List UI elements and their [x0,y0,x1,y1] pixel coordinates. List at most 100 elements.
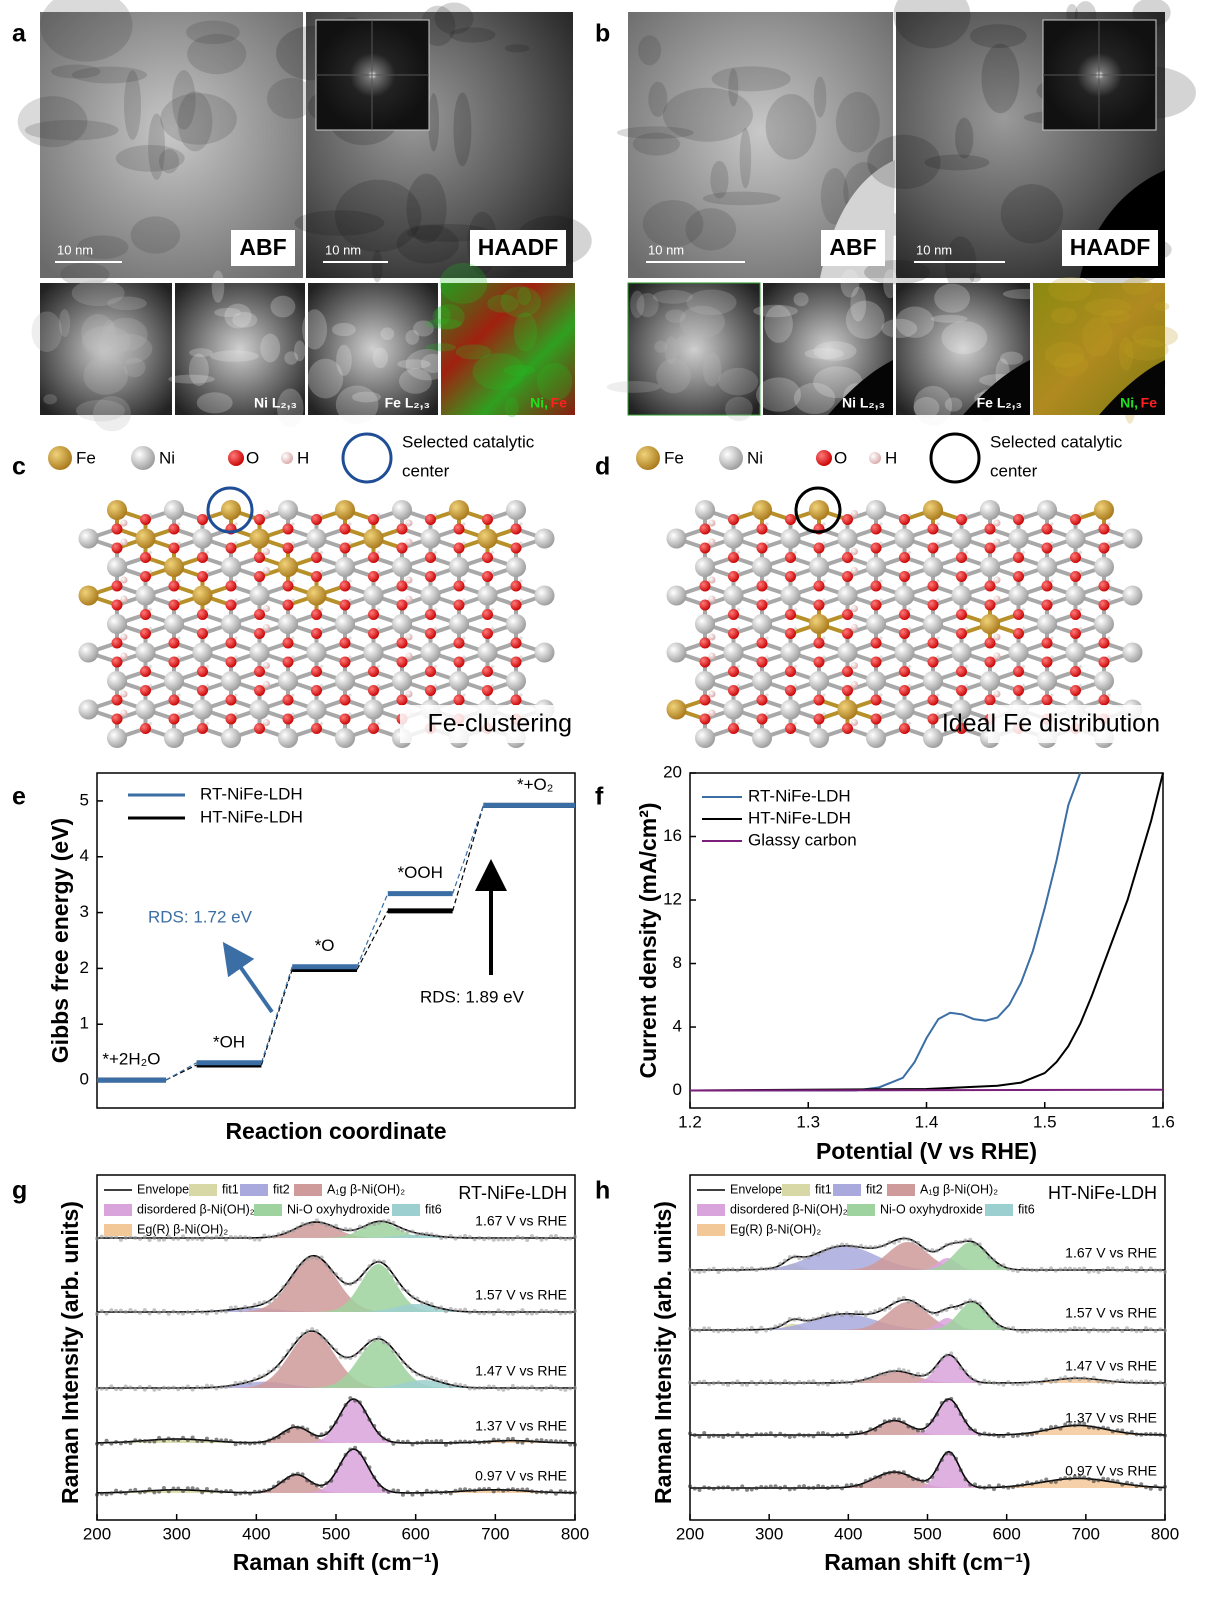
data-point [707,1382,711,1386]
y-tick-label: 20 [663,762,682,781]
chart-title: HT-NiFe-LDH [1048,1183,1157,1203]
data-point [516,1386,520,1390]
data-point [1025,1433,1029,1437]
data-point [750,1266,754,1270]
data-point [1139,1266,1143,1270]
data-point [926,1248,930,1252]
data-point [210,1439,214,1443]
hydrogen-atom [263,510,270,517]
data-point [544,1386,548,1390]
image-label: ABF [829,234,876,260]
data-point [959,1412,963,1416]
texture [1119,337,1133,371]
oxygen-atom [785,628,796,639]
data-point [229,1384,233,1388]
texture [955,118,973,159]
data-point [310,1222,314,1226]
data-point [902,1470,906,1474]
data-point [764,1432,768,1436]
axes-frame [97,773,575,1108]
metal-atom [506,614,526,634]
data-point [114,1387,118,1391]
metal-atom [107,728,127,748]
data-point [95,1312,99,1316]
data-point [797,1317,801,1321]
data-point [1116,1428,1120,1432]
oxygen-atom [226,543,237,554]
oxygen-atom [1013,685,1024,696]
metal-atom [923,500,943,520]
data-point [997,1264,1001,1268]
oxygen-atom [169,543,180,554]
metal-atom [449,500,469,520]
data-point [95,1387,99,1391]
data-point [171,1385,175,1389]
oxygen-atom [112,714,123,725]
data-point [253,1303,257,1307]
data-point [358,1277,362,1281]
data-point [973,1242,977,1246]
metal-atom [364,700,384,720]
data-point [406,1490,410,1494]
data-point [286,1349,290,1353]
data-point [1106,1380,1110,1384]
data-point [717,1434,721,1438]
texture [372,250,383,282]
data-point [983,1249,987,1253]
data-point [1163,1329,1167,1333]
data-point [382,1437,386,1441]
metal-atom [752,671,772,691]
hydrogen-atom [263,681,270,688]
metal-atom [980,614,1000,634]
data-point [568,1311,572,1315]
data-point [291,1424,295,1428]
data-point [181,1386,185,1390]
data-point [1025,1381,1029,1385]
data-point [968,1483,972,1487]
data-point [1116,1327,1120,1331]
data-point [286,1429,290,1433]
oxygen-atom [283,638,294,649]
hydrogen-atom [851,567,858,574]
data-point [301,1472,305,1476]
data-point [1111,1479,1115,1483]
x-tick-label: 1.5 [1033,1112,1057,1131]
data-point [926,1372,930,1376]
data-point [812,1379,816,1383]
data-point [415,1490,419,1494]
texture [399,368,432,393]
data-point [482,1487,486,1491]
data-point [973,1429,977,1433]
data-point [1097,1426,1101,1430]
data-point [372,1338,376,1342]
hydrogen-atom [406,634,413,641]
texture [941,321,987,354]
data-point [883,1372,887,1376]
data-point [458,1383,462,1387]
data-point [807,1380,811,1384]
metal-atom [752,614,772,634]
data-point [258,1301,262,1305]
oxygen-atom [785,571,796,582]
data-point [573,1491,577,1495]
data-point [1087,1425,1091,1429]
data-point [329,1224,333,1228]
oxygen-atom [700,600,711,611]
data-point [897,1297,901,1301]
oxygen-atom [112,600,123,611]
spectrum-label: 1.67 V vs RHE [1065,1245,1157,1261]
data-point [205,1437,209,1441]
data-point [1154,1382,1158,1386]
metal-atom [164,728,184,748]
data-point [133,1438,137,1442]
data-point [1054,1480,1058,1484]
data-point [477,1386,481,1390]
oxygen-atom [814,714,825,725]
oxygen-atom [757,581,768,592]
data-point [916,1304,920,1308]
oxygen-atom [899,552,910,563]
oxygen-atom [871,695,882,706]
data-point [788,1435,792,1439]
data-point [315,1435,319,1439]
metal-atom [193,586,213,606]
